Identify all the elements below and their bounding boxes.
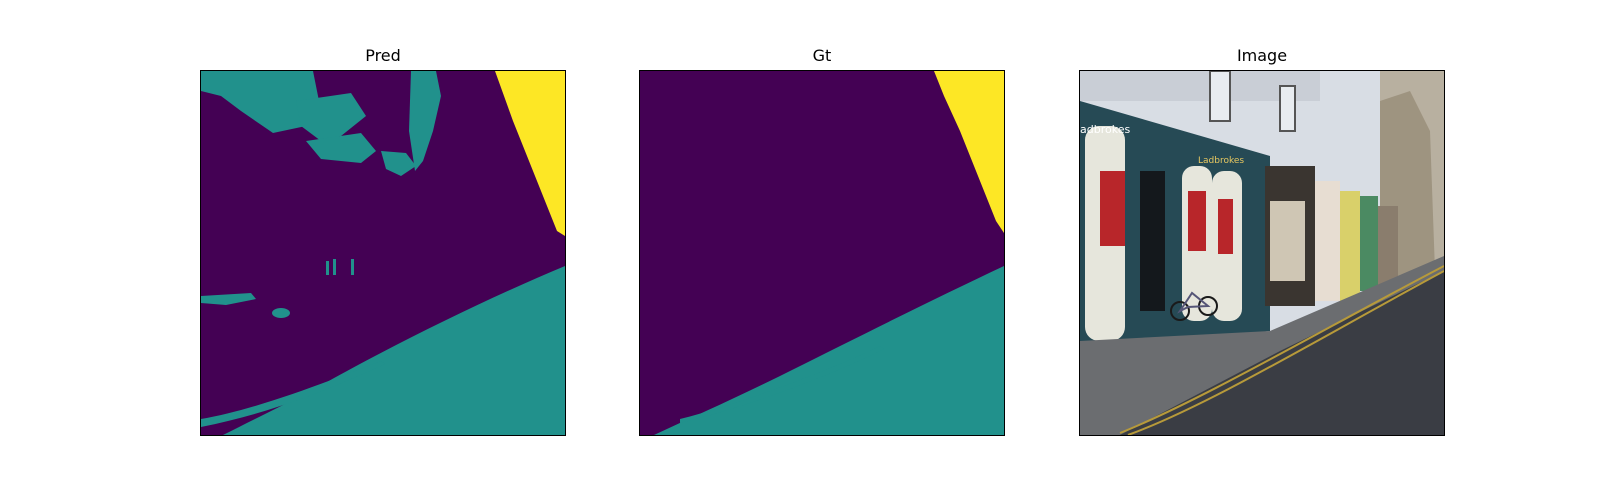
pred-segmentation-image bbox=[200, 70, 566, 436]
image-panel: Image adbrokes Ladbrokes bbox=[1079, 44, 1445, 436]
pred-region-class-1-g bbox=[272, 308, 290, 318]
gt-mask bbox=[640, 71, 1004, 435]
gt-title: Gt bbox=[812, 46, 832, 65]
pred-panel: Pred bbox=[200, 44, 566, 436]
pred-region-class-1-c bbox=[306, 133, 376, 163]
pred-region-class-1-e bbox=[409, 71, 441, 171]
pred-region-class-1-b bbox=[296, 93, 366, 141]
pred-title: Pred bbox=[365, 46, 401, 65]
shop-sign-left: adbrokes bbox=[1080, 123, 1130, 136]
pred-region-sky bbox=[495, 71, 565, 236]
gt-region-sky bbox=[934, 71, 1004, 233]
pred-region-class-1-d bbox=[381, 151, 416, 176]
pred-mask bbox=[201, 71, 565, 435]
gt-segmentation-image bbox=[639, 70, 1005, 436]
image-title: Image bbox=[1236, 46, 1288, 65]
shop-sign-center: Ladbrokes bbox=[1198, 156, 1244, 166]
pred-region-class-1-f bbox=[201, 293, 256, 305]
pred-region-class-1-a bbox=[201, 71, 319, 133]
street-photo: adbrokes Ladbrokes bbox=[1079, 70, 1445, 436]
street-photo-render: adbrokes Ladbrokes bbox=[1080, 71, 1444, 435]
gt-region-road bbox=[654, 266, 1004, 435]
gt-panel: Gt bbox=[639, 44, 1005, 436]
